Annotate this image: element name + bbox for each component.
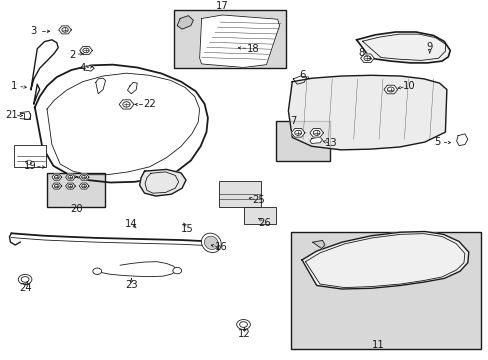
- Circle shape: [313, 130, 320, 135]
- Text: 16: 16: [214, 243, 227, 252]
- Circle shape: [386, 87, 393, 92]
- Text: 5: 5: [433, 137, 439, 147]
- Text: 18: 18: [246, 44, 259, 54]
- Text: 12: 12: [238, 329, 250, 339]
- Text: 8: 8: [358, 48, 364, 58]
- Text: 4: 4: [80, 63, 85, 73]
- Circle shape: [81, 175, 86, 179]
- Polygon shape: [82, 66, 94, 71]
- Text: 21: 21: [5, 110, 18, 120]
- Polygon shape: [309, 137, 322, 144]
- Circle shape: [54, 175, 59, 179]
- Text: 26: 26: [258, 218, 271, 228]
- Polygon shape: [456, 134, 467, 145]
- Circle shape: [363, 56, 370, 61]
- Circle shape: [68, 184, 73, 188]
- Text: 15: 15: [180, 224, 193, 234]
- Polygon shape: [79, 174, 89, 180]
- Bar: [47, 173, 104, 207]
- Bar: [219, 181, 260, 207]
- Polygon shape: [383, 85, 397, 94]
- Text: 1: 1: [11, 81, 18, 91]
- Circle shape: [81, 184, 86, 188]
- Text: 2: 2: [69, 50, 76, 60]
- Polygon shape: [52, 183, 61, 189]
- Text: 24: 24: [19, 283, 31, 293]
- Bar: [173, 10, 285, 68]
- Text: 20: 20: [70, 204, 83, 215]
- Polygon shape: [360, 54, 373, 63]
- Polygon shape: [199, 15, 279, 67]
- Text: 10: 10: [402, 81, 415, 91]
- Text: 6: 6: [298, 70, 305, 80]
- Polygon shape: [79, 183, 89, 189]
- Circle shape: [172, 267, 181, 274]
- Circle shape: [294, 130, 301, 135]
- Bar: [244, 207, 276, 224]
- Polygon shape: [119, 100, 134, 109]
- Circle shape: [18, 274, 32, 284]
- Polygon shape: [356, 32, 449, 63]
- Circle shape: [82, 48, 89, 53]
- Circle shape: [93, 268, 102, 274]
- Polygon shape: [309, 129, 323, 137]
- Text: 11: 11: [371, 340, 384, 350]
- Circle shape: [62, 28, 68, 32]
- Ellipse shape: [204, 236, 218, 249]
- Text: 23: 23: [125, 280, 138, 290]
- Polygon shape: [177, 16, 193, 29]
- Circle shape: [239, 322, 247, 327]
- Polygon shape: [312, 240, 325, 248]
- Polygon shape: [302, 231, 468, 289]
- Ellipse shape: [201, 233, 221, 253]
- Polygon shape: [288, 75, 446, 150]
- Text: 17: 17: [216, 1, 228, 11]
- Polygon shape: [140, 170, 185, 196]
- Circle shape: [68, 175, 73, 179]
- Text: 14: 14: [125, 219, 138, 229]
- Polygon shape: [65, 174, 75, 180]
- Circle shape: [236, 320, 250, 329]
- Text: 25: 25: [251, 195, 264, 205]
- Text: 3: 3: [31, 26, 37, 36]
- Text: 13: 13: [325, 139, 337, 148]
- Circle shape: [21, 276, 29, 282]
- Polygon shape: [65, 183, 75, 189]
- Text: 19: 19: [23, 161, 36, 171]
- Text: 22: 22: [143, 99, 156, 109]
- Polygon shape: [59, 26, 71, 34]
- Text: 7: 7: [289, 116, 296, 126]
- Polygon shape: [52, 174, 61, 180]
- Circle shape: [54, 184, 59, 188]
- Circle shape: [26, 160, 32, 165]
- Text: 9: 9: [426, 42, 432, 52]
- Bar: [290, 231, 480, 348]
- Polygon shape: [291, 129, 305, 137]
- Circle shape: [122, 102, 130, 107]
- Bar: [276, 121, 329, 161]
- Bar: [14, 145, 46, 167]
- Polygon shape: [80, 46, 92, 54]
